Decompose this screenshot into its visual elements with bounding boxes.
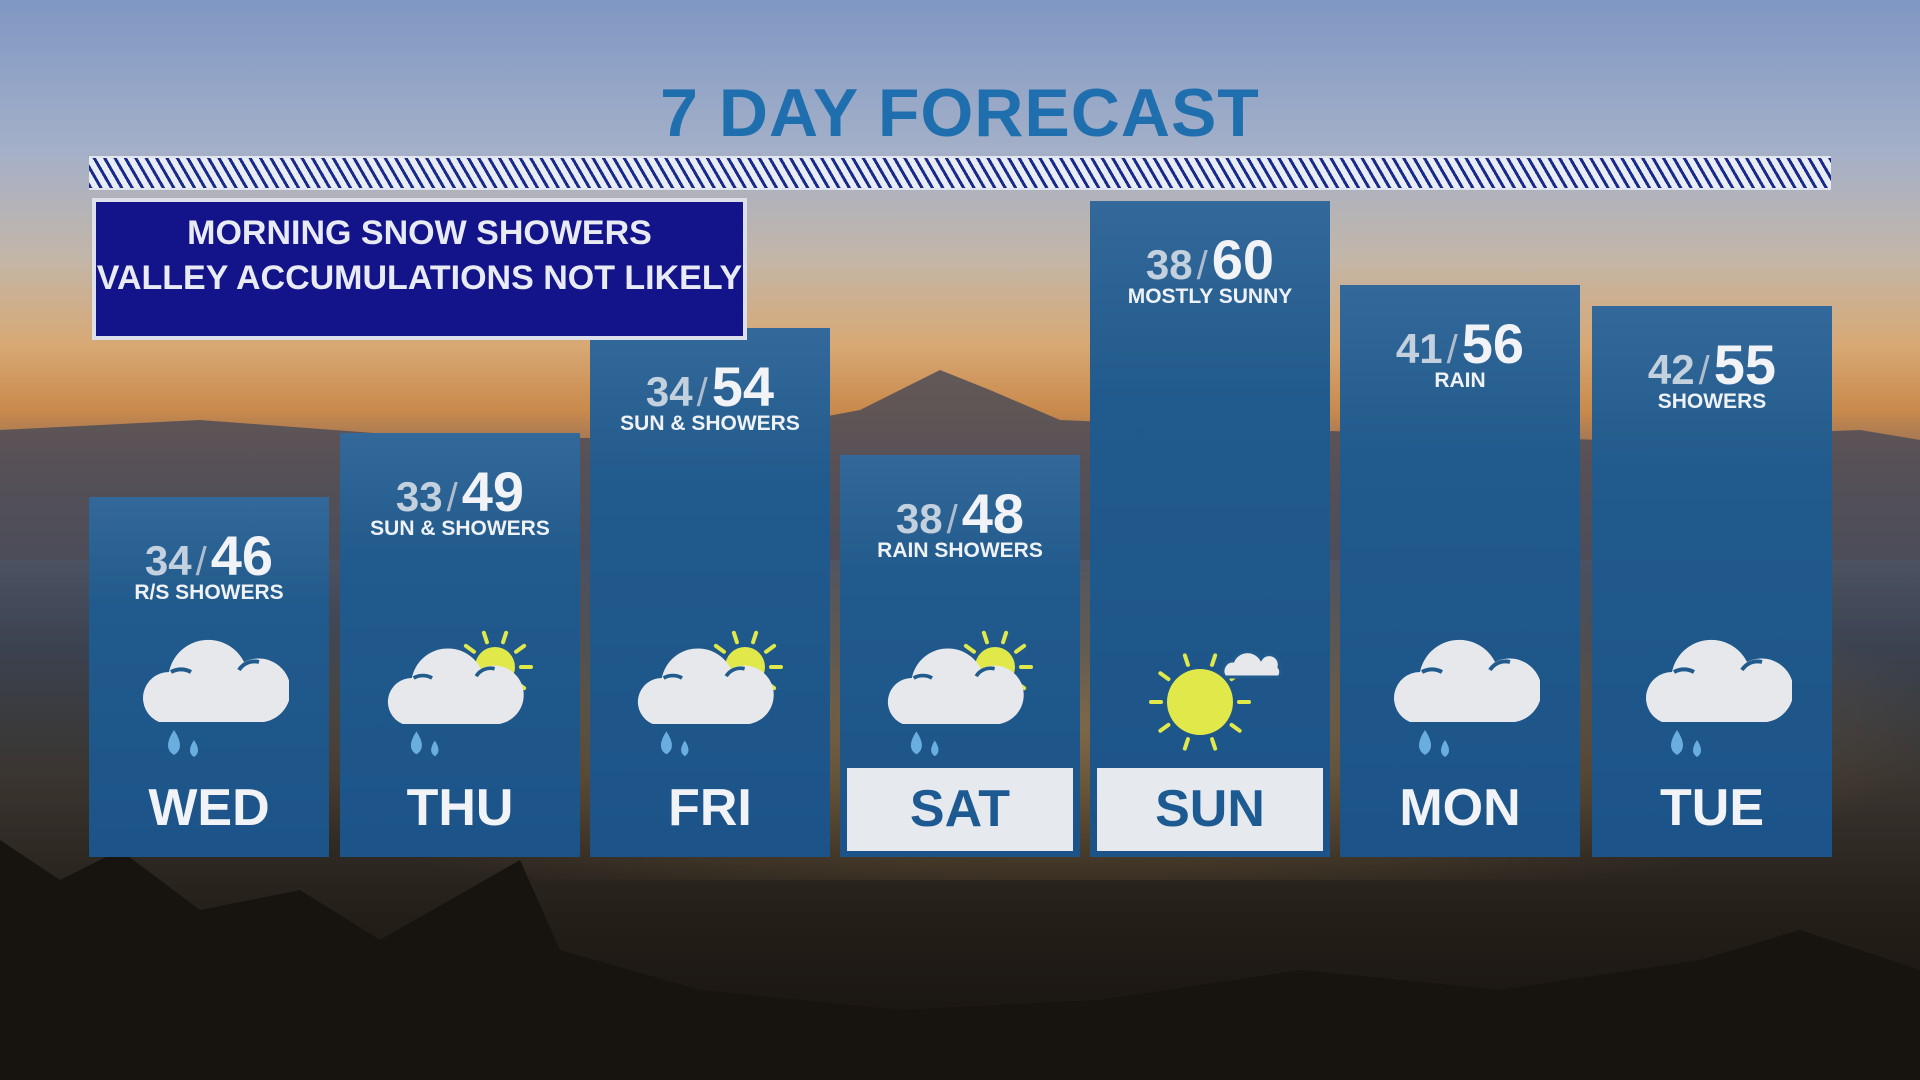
low-temp: 41 [1395,325,1443,372]
low-temp: 34 [645,368,693,415]
condition: RAIN SHOWERS [877,539,1043,562]
day-column-thu: 33/49 SUN & SHOWERS THU [340,433,580,857]
hatch-divider [89,156,1831,190]
temp-separator: / [696,371,708,415]
mostly-sunny-icon [1149,650,1283,751]
condition: SUN & SHOWERS [370,517,550,540]
high-temp: 54 [711,355,775,418]
temperature: 42/55 [1592,332,1832,396]
rain-cloud-icon [1646,639,1792,757]
low-temp: 33 [395,473,443,520]
day-label: WED [148,779,270,837]
high-temp: 55 [1713,333,1777,396]
temp-separator: / [1446,328,1458,372]
day-column-mon: 41/56 RAIN MON [1340,285,1580,857]
page-title: 7 DAY FORECAST [660,75,1260,151]
note-line-2: VALLEY ACCUMULATIONS NOT LIKELY [96,259,743,297]
condition: SUN & SHOWERS [620,412,800,435]
sun-cloud-rain-icon [387,630,533,757]
temp-separator: / [195,540,207,584]
temperature: 41/56 [1340,311,1580,375]
day-label: THU [406,779,514,837]
day-label: FRI [668,779,752,837]
high-temp: 46 [210,524,274,587]
day-label: MON [1399,779,1521,837]
rain-cloud-icon [143,639,289,757]
high-temp: 60 [1211,228,1275,291]
temperature: 34/46 [89,523,329,587]
temp-separator: / [446,476,458,520]
day-label: SAT [847,768,1073,851]
condition: RAIN [1434,369,1486,392]
temp-separator: / [946,498,958,542]
high-temp: 49 [461,460,525,523]
temp-separator: / [1196,244,1208,288]
day-label: TUE [1660,779,1764,837]
temperature: 38/48 [840,481,1080,545]
sun-cloud-rain-icon [637,630,783,757]
sun-cloud-rain-icon [887,630,1033,757]
tree-silhouette [0,840,1920,1080]
temperature: 34/54 [590,354,830,418]
condition: MOSTLY SUNNY [1127,285,1293,308]
day-column-tue: 42/55 SHOWERS TUE [1592,306,1832,857]
temp-separator: / [1698,349,1710,393]
low-temp: 38 [1145,241,1193,288]
low-temp: 34 [144,537,192,584]
day-column-sat: 38/48 RAIN SHOWERS SAT [840,455,1080,857]
temperature: 38/60 [1090,227,1330,291]
low-temp: 38 [895,495,943,542]
day-column-wed: 34/46 R/S SHOWERS WED [89,497,329,857]
note-line-1: MORNING SNOW SHOWERS [187,214,652,252]
day-column-sun: 38/60 MOSTLY SUNNY SUN [1090,201,1330,857]
forecast-note: MORNING SNOW SHOWERS VALLEY ACCUMULATION… [92,198,747,340]
condition: R/S SHOWERS [134,581,284,604]
high-temp: 48 [961,482,1025,545]
temperature: 33/49 [340,459,580,523]
day-column-fri: 34/54 SUN & SHOWERS FRI [590,328,830,857]
high-temp: 56 [1461,312,1525,375]
day-label: SUN [1097,768,1323,851]
low-temp: 42 [1647,346,1695,393]
condition: SHOWERS [1657,390,1767,413]
rain-cloud-icon [1394,639,1540,757]
